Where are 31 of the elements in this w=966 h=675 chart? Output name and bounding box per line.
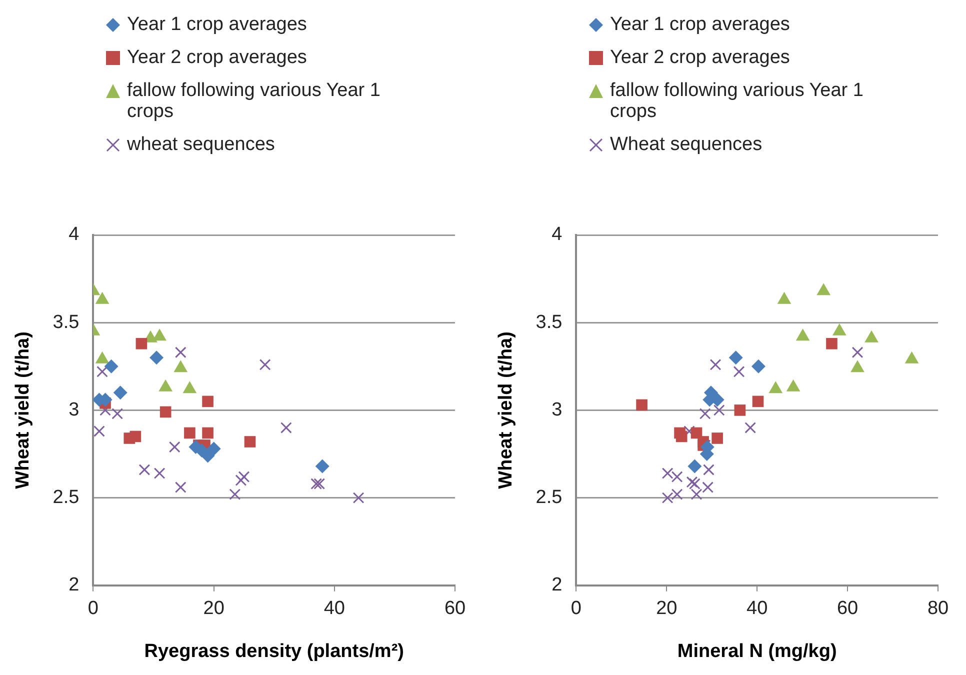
y-tick-label: 2.5 (536, 487, 562, 508)
x-tick-label: 40 (324, 598, 345, 620)
legend-label: fallow following various Year 1 crops (610, 80, 864, 122)
x-tick-label: 20 (203, 598, 224, 620)
y-tick-label: 2 (68, 574, 80, 596)
y-tick-label: 4 (552, 224, 563, 246)
y-tick-label: 3 (552, 399, 562, 420)
legend-label: Year 2 crop averages (610, 47, 790, 68)
x-tick-label: 0 (88, 598, 98, 620)
y-tick-label: 3.5 (536, 312, 562, 333)
y-tick-label: 3 (68, 399, 80, 420)
legend-label: Year 1 crop averages (127, 14, 307, 35)
y-tick-label: 2.5 (52, 487, 80, 508)
legend-label: Year 2 crop averages (127, 47, 307, 68)
x-tick-label: 80 (927, 598, 949, 620)
x-axis-title: Mineral N (mg/kg) (677, 640, 837, 662)
legend-label: Wheat sequences (610, 134, 762, 155)
legend-label: Year 1 crop averages (610, 14, 790, 35)
y-axis-title: Wheat yield (t/ha) (496, 332, 517, 489)
y-axis-title: Wheat yield (t/ha) (12, 332, 34, 489)
x-tick-label: 60 (444, 598, 466, 620)
y-tick-label: 3.5 (52, 312, 80, 333)
y-tick-label: 4 (68, 224, 80, 246)
x-tick-label: 0 (570, 598, 582, 620)
legend-label: wheat sequences (127, 134, 275, 155)
x-tick-label: 20 (656, 598, 678, 620)
y-tick-label: 2 (552, 574, 562, 596)
legend-label: fallow following various Year 1 crops (127, 80, 382, 122)
x-axis-title: Ryegrass density (plants/m²) (144, 640, 404, 662)
x-tick-label: 40 (746, 598, 768, 620)
x-tick-label: 60 (836, 598, 858, 620)
